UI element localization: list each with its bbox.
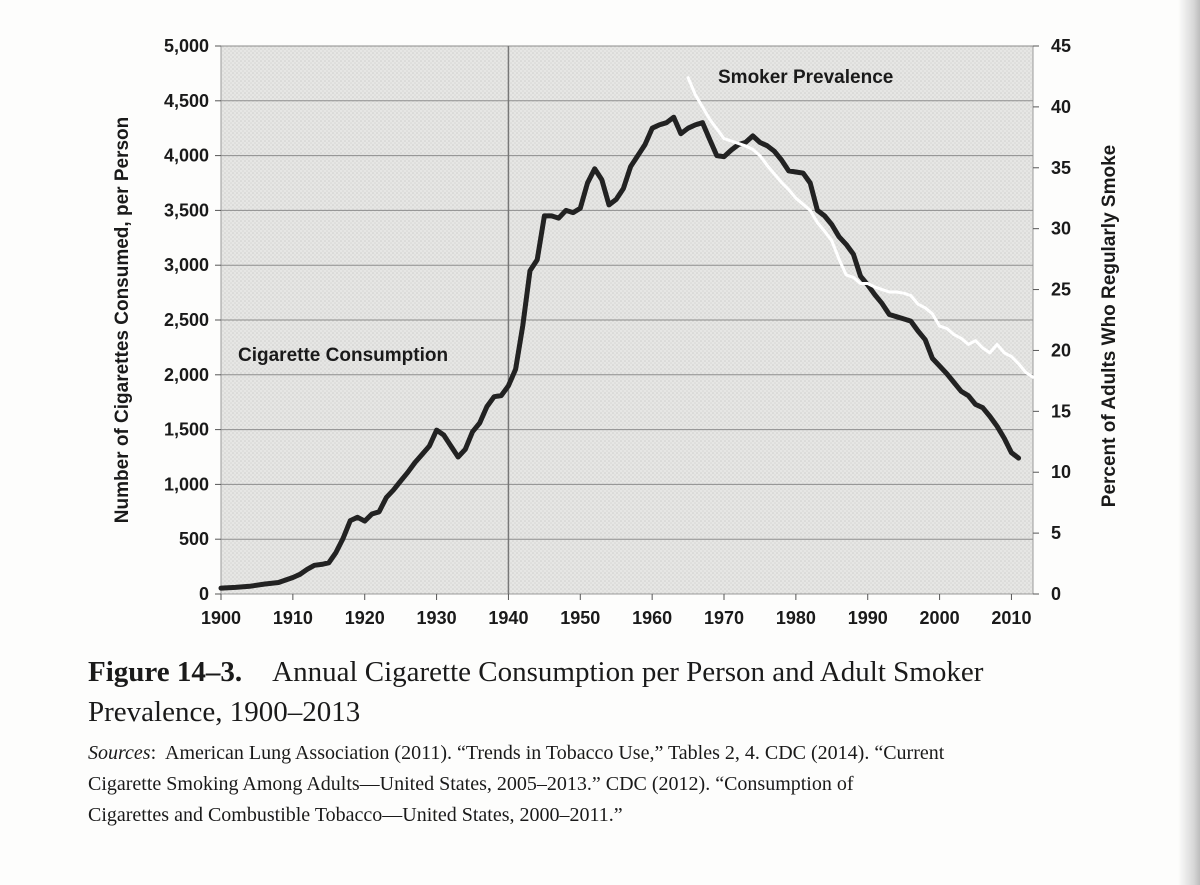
x-tick-label: 1990 xyxy=(848,608,888,628)
right-tick-label: 35 xyxy=(1051,158,1071,178)
left-tick-label: 1,000 xyxy=(164,474,209,494)
right-axis: 0 5 10 15 20 25 30 35 40 45 xyxy=(1033,36,1071,604)
right-tick-label: 45 xyxy=(1051,36,1071,56)
figure-title-line2: Prevalence, 1900–2013 xyxy=(88,696,361,728)
left-tick-label: 3,000 xyxy=(164,255,209,275)
x-tick-label: 1950 xyxy=(560,608,600,628)
x-tick-label: 1900 xyxy=(201,608,241,628)
prevalence-annotation: Smoker Prevalence xyxy=(718,67,893,88)
sources-label: Sources xyxy=(88,742,151,764)
right-tick-label: 20 xyxy=(1051,340,1071,360)
left-axis-title: Number of Cigarettes Consumed, per Perso… xyxy=(112,117,133,523)
x-tick-label: 2000 xyxy=(920,608,960,628)
x-axis: 1900 1910 1920 1930 1940 1950 1960 1970 1980 1990… xyxy=(201,594,1031,628)
figure-label: Figure 14–3. xyxy=(88,656,243,688)
left-tick-label: 0 xyxy=(199,584,209,604)
x-tick-label: 1930 xyxy=(417,608,457,628)
sources-line-1: Sources: American Lung Association (2011… xyxy=(88,742,945,764)
left-tick-label: 4,500 xyxy=(164,91,209,111)
sources-line-3: Cigarettes and Combustible Tobacco—Unite… xyxy=(88,804,623,826)
x-tick-label: 1960 xyxy=(632,608,672,628)
left-tick-label: 4,000 xyxy=(164,146,209,166)
left-axis: 0 500 1,000 1,500 2,000 2,500 3,000 3,500 4,000 4… xyxy=(164,36,221,604)
right-tick-label: 5 xyxy=(1051,523,1061,543)
figure-title-text: Annual Cigarette Consumption per Person … xyxy=(272,656,984,688)
figure-title-line1: Figure 14–3. Annual Cigarette Consumption… xyxy=(88,652,1168,692)
consumption-series-line xyxy=(218,114,1022,591)
x-tick-label: 1940 xyxy=(488,608,528,628)
left-tick-label: 1,500 xyxy=(164,420,209,440)
consumption-annotation: Cigarette Consumption xyxy=(238,345,448,366)
left-tick-label: 500 xyxy=(179,529,209,549)
right-axis-title: Percent of Adults Who Regularly Smoke xyxy=(1099,145,1120,507)
right-tick-label: 30 xyxy=(1051,219,1071,239)
left-tick-label: 2,500 xyxy=(164,310,209,330)
page-edge-shadow xyxy=(1178,0,1200,885)
left-tick-label: 2,000 xyxy=(164,365,209,385)
right-tick-label: 10 xyxy=(1051,462,1071,482)
sources-line-2: Cigarette Smoking Among Adults—United St… xyxy=(88,773,854,795)
chart: 0 500 1,000 1,500 2,000 2,500 3,000 3,500 4,000 4… xyxy=(112,36,1120,628)
right-tick-label: 40 xyxy=(1051,97,1071,117)
figure-caption: Figure 14–3. Annual Cigarette Consumption… xyxy=(88,652,1168,831)
left-tick-label: 5,000 xyxy=(164,36,209,56)
right-tick-label: 0 xyxy=(1051,584,1061,604)
right-tick-label: 15 xyxy=(1051,401,1071,421)
prevalence-series-line xyxy=(686,76,1035,379)
sources-text-1: American Lung Association (2011). “Trend… xyxy=(165,742,945,764)
gridlines xyxy=(221,45,1033,540)
x-tick-label: 2010 xyxy=(991,608,1031,628)
right-tick-label: 25 xyxy=(1051,280,1071,300)
x-tick-label: 1910 xyxy=(273,608,313,628)
x-tick-label: 1970 xyxy=(704,608,744,628)
sources: Sources: American Lung Association (2011… xyxy=(88,738,1168,831)
x-tick-label: 1920 xyxy=(345,608,385,628)
x-tick-label: 1980 xyxy=(776,608,816,628)
left-tick-label: 3,500 xyxy=(164,200,209,220)
